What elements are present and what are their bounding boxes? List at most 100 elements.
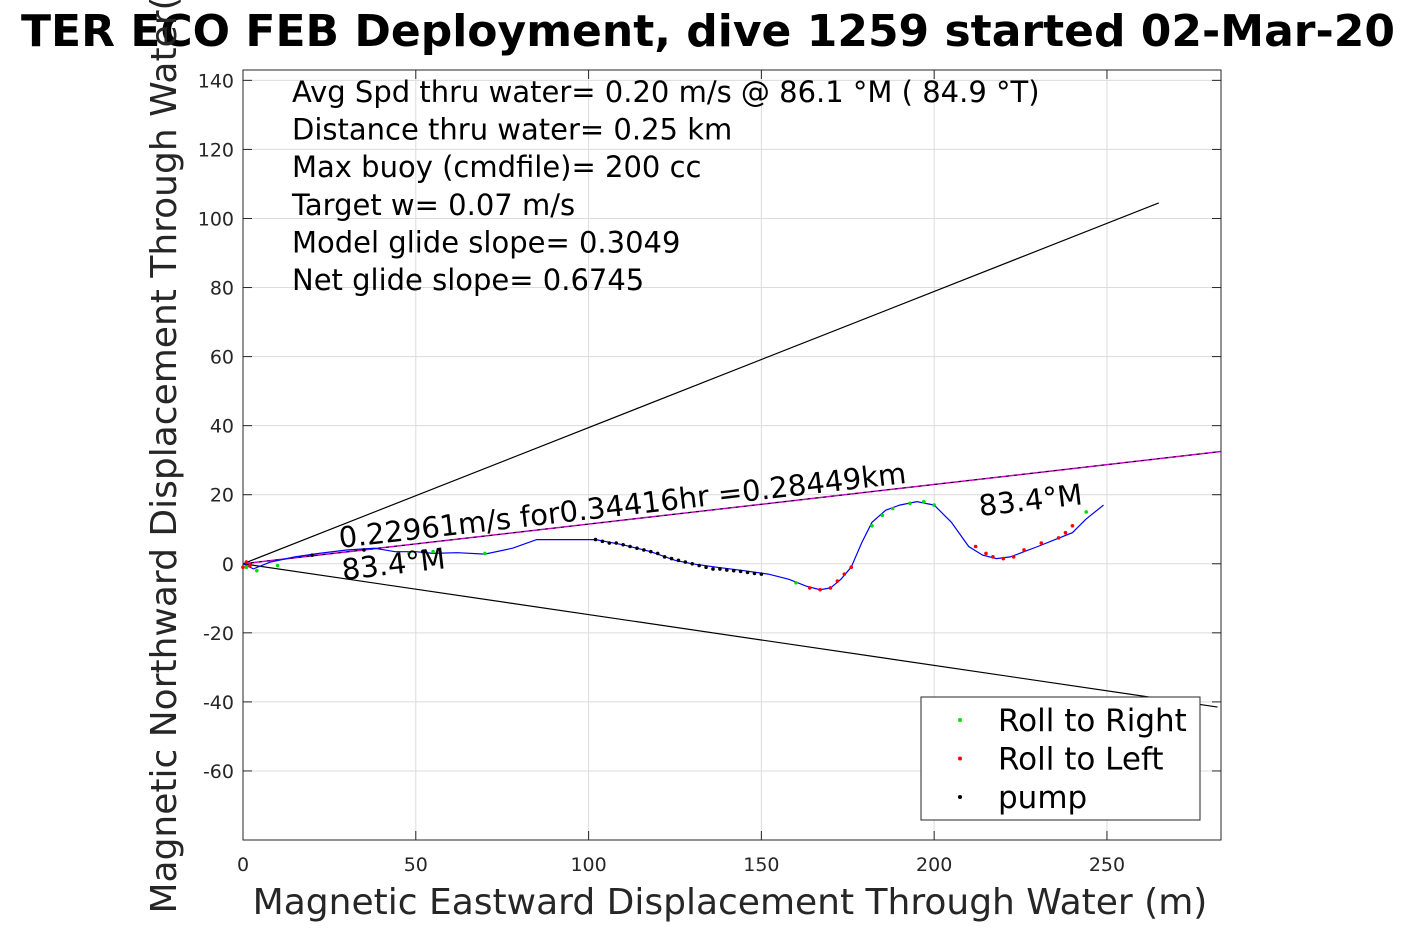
axes-frame [242,69,1222,841]
legend-box [920,696,1201,821]
pump-point [600,539,605,544]
y-tick-label: -20 [203,623,234,645]
stats-annotations: Avg Spd thru water= 0.20 m/s @ 86.1 °M (… [291,75,1040,297]
roll-right-point [483,551,487,556]
roll-right-point [890,506,895,511]
pump-point [731,568,736,573]
pump-point [669,556,674,561]
legend-marker [958,718,962,722]
plot-markers [241,499,1089,592]
stats-line: Max buoy (cmdfile)= 200 cc [292,150,701,184]
pump-point [662,555,667,559]
roll-right-point [794,580,798,585]
roll-right-point [255,568,259,573]
speed-label: 0.22961m/s for0.34416hr =0.28449km [337,456,908,555]
x-tick-label: 150 [743,854,779,876]
roll-right-point [407,551,411,556]
pump-point [420,549,425,554]
x-tick-label: 250 [1089,854,1125,876]
roll-right-point [921,499,926,504]
roll-left-point [1056,536,1061,540]
legend-label: pump [998,780,1087,816]
roll-left-point [818,587,822,592]
pump-point [621,542,625,547]
pump-point [752,571,757,576]
pump-point [745,570,750,575]
roll-left-point [1063,530,1068,535]
roll-left-point [849,565,854,570]
roll-left-point [842,572,847,576]
pump-point [690,561,695,566]
y-tick-label: -40 [203,692,234,714]
stats-line: Target w= 0.07 m/s [291,188,575,222]
stats-line: Net glide slope= 0.6745 [292,263,644,297]
roll-left-point [828,586,833,590]
x-tick-label: 100 [570,854,606,876]
y-tick-label: 100 [198,208,234,230]
stats-line: Model glide slope= 0.3049 [292,225,680,259]
pump-point [607,541,612,545]
y-tick-label: 140 [198,70,234,92]
roll-left-point [1011,555,1016,559]
heading-label-end: 83.4°M [977,477,1084,523]
pump-point [725,568,729,572]
roll-right-point [1084,510,1089,514]
pump-point [759,572,764,576]
legend-label: Roll to Left [998,742,1164,778]
pump-point [593,537,598,542]
pump-point [711,567,715,571]
y-tick-label: 0 [222,554,234,576]
pump-point [635,546,639,551]
legend-marker [958,756,962,761]
y-tick-label: 80 [210,278,234,300]
roll-left-point [1022,548,1026,552]
stats-line: Distance thru water= 0.25 km [292,113,732,147]
x-tick-label: 0 [237,854,249,876]
pump-point [738,569,743,574]
roll-left-point [807,586,812,590]
chart-title: TER ECO FEB Deployment, dive 1259 starte… [21,6,1395,57]
heading-line [242,450,1222,565]
roll-left-point [241,565,245,570]
pump-point [655,551,660,556]
roll-left-point [1070,523,1075,528]
pump-point [683,560,688,564]
roll-left-point [244,560,249,564]
pump-point [676,558,681,563]
axis-ticks: 0 50 100 150 200 250 -60 -40 -20 0 20 40 60 80 100 120 1… [198,70,1221,876]
roll-left-point [984,551,988,556]
pump-point [614,541,619,545]
y-tick-label: 60 [210,347,234,369]
y-tick-label: -60 [203,761,234,783]
x-tick-label: 50 [404,854,428,876]
legend-label: Roll to Right [998,703,1187,739]
pump-point [642,548,646,552]
roll-right-point [244,565,249,570]
stats-line: Avg Spd thru water= 0.20 m/s @ 86.1 °M (… [292,75,1040,109]
roll-left-point [991,555,995,559]
pump-point [697,563,701,568]
cone-line-upper [242,202,1160,565]
roll-left-point [1001,556,1006,561]
pump-point [628,544,632,549]
x-axis-label: Magnetic Eastward Displacement Through W… [253,882,1208,923]
roll-right-point [880,513,885,518]
roll-right-point [275,563,280,568]
roll-right-point [431,549,435,554]
roll-right-point [870,523,874,528]
roll-left-point [248,563,252,568]
legend-marker [958,795,962,799]
grid [242,70,1221,840]
roll-right-point [908,501,912,506]
roll-left-point [835,579,840,583]
roll-right-point [932,503,936,507]
cone-line-lower [242,563,1218,708]
roll-left-point [973,544,978,549]
pump-point [704,565,708,570]
pump-point [310,553,314,557]
y-tick-label: 20 [210,485,234,507]
x-tick-label: 200 [916,854,952,876]
y-tick-label: 120 [198,139,234,161]
